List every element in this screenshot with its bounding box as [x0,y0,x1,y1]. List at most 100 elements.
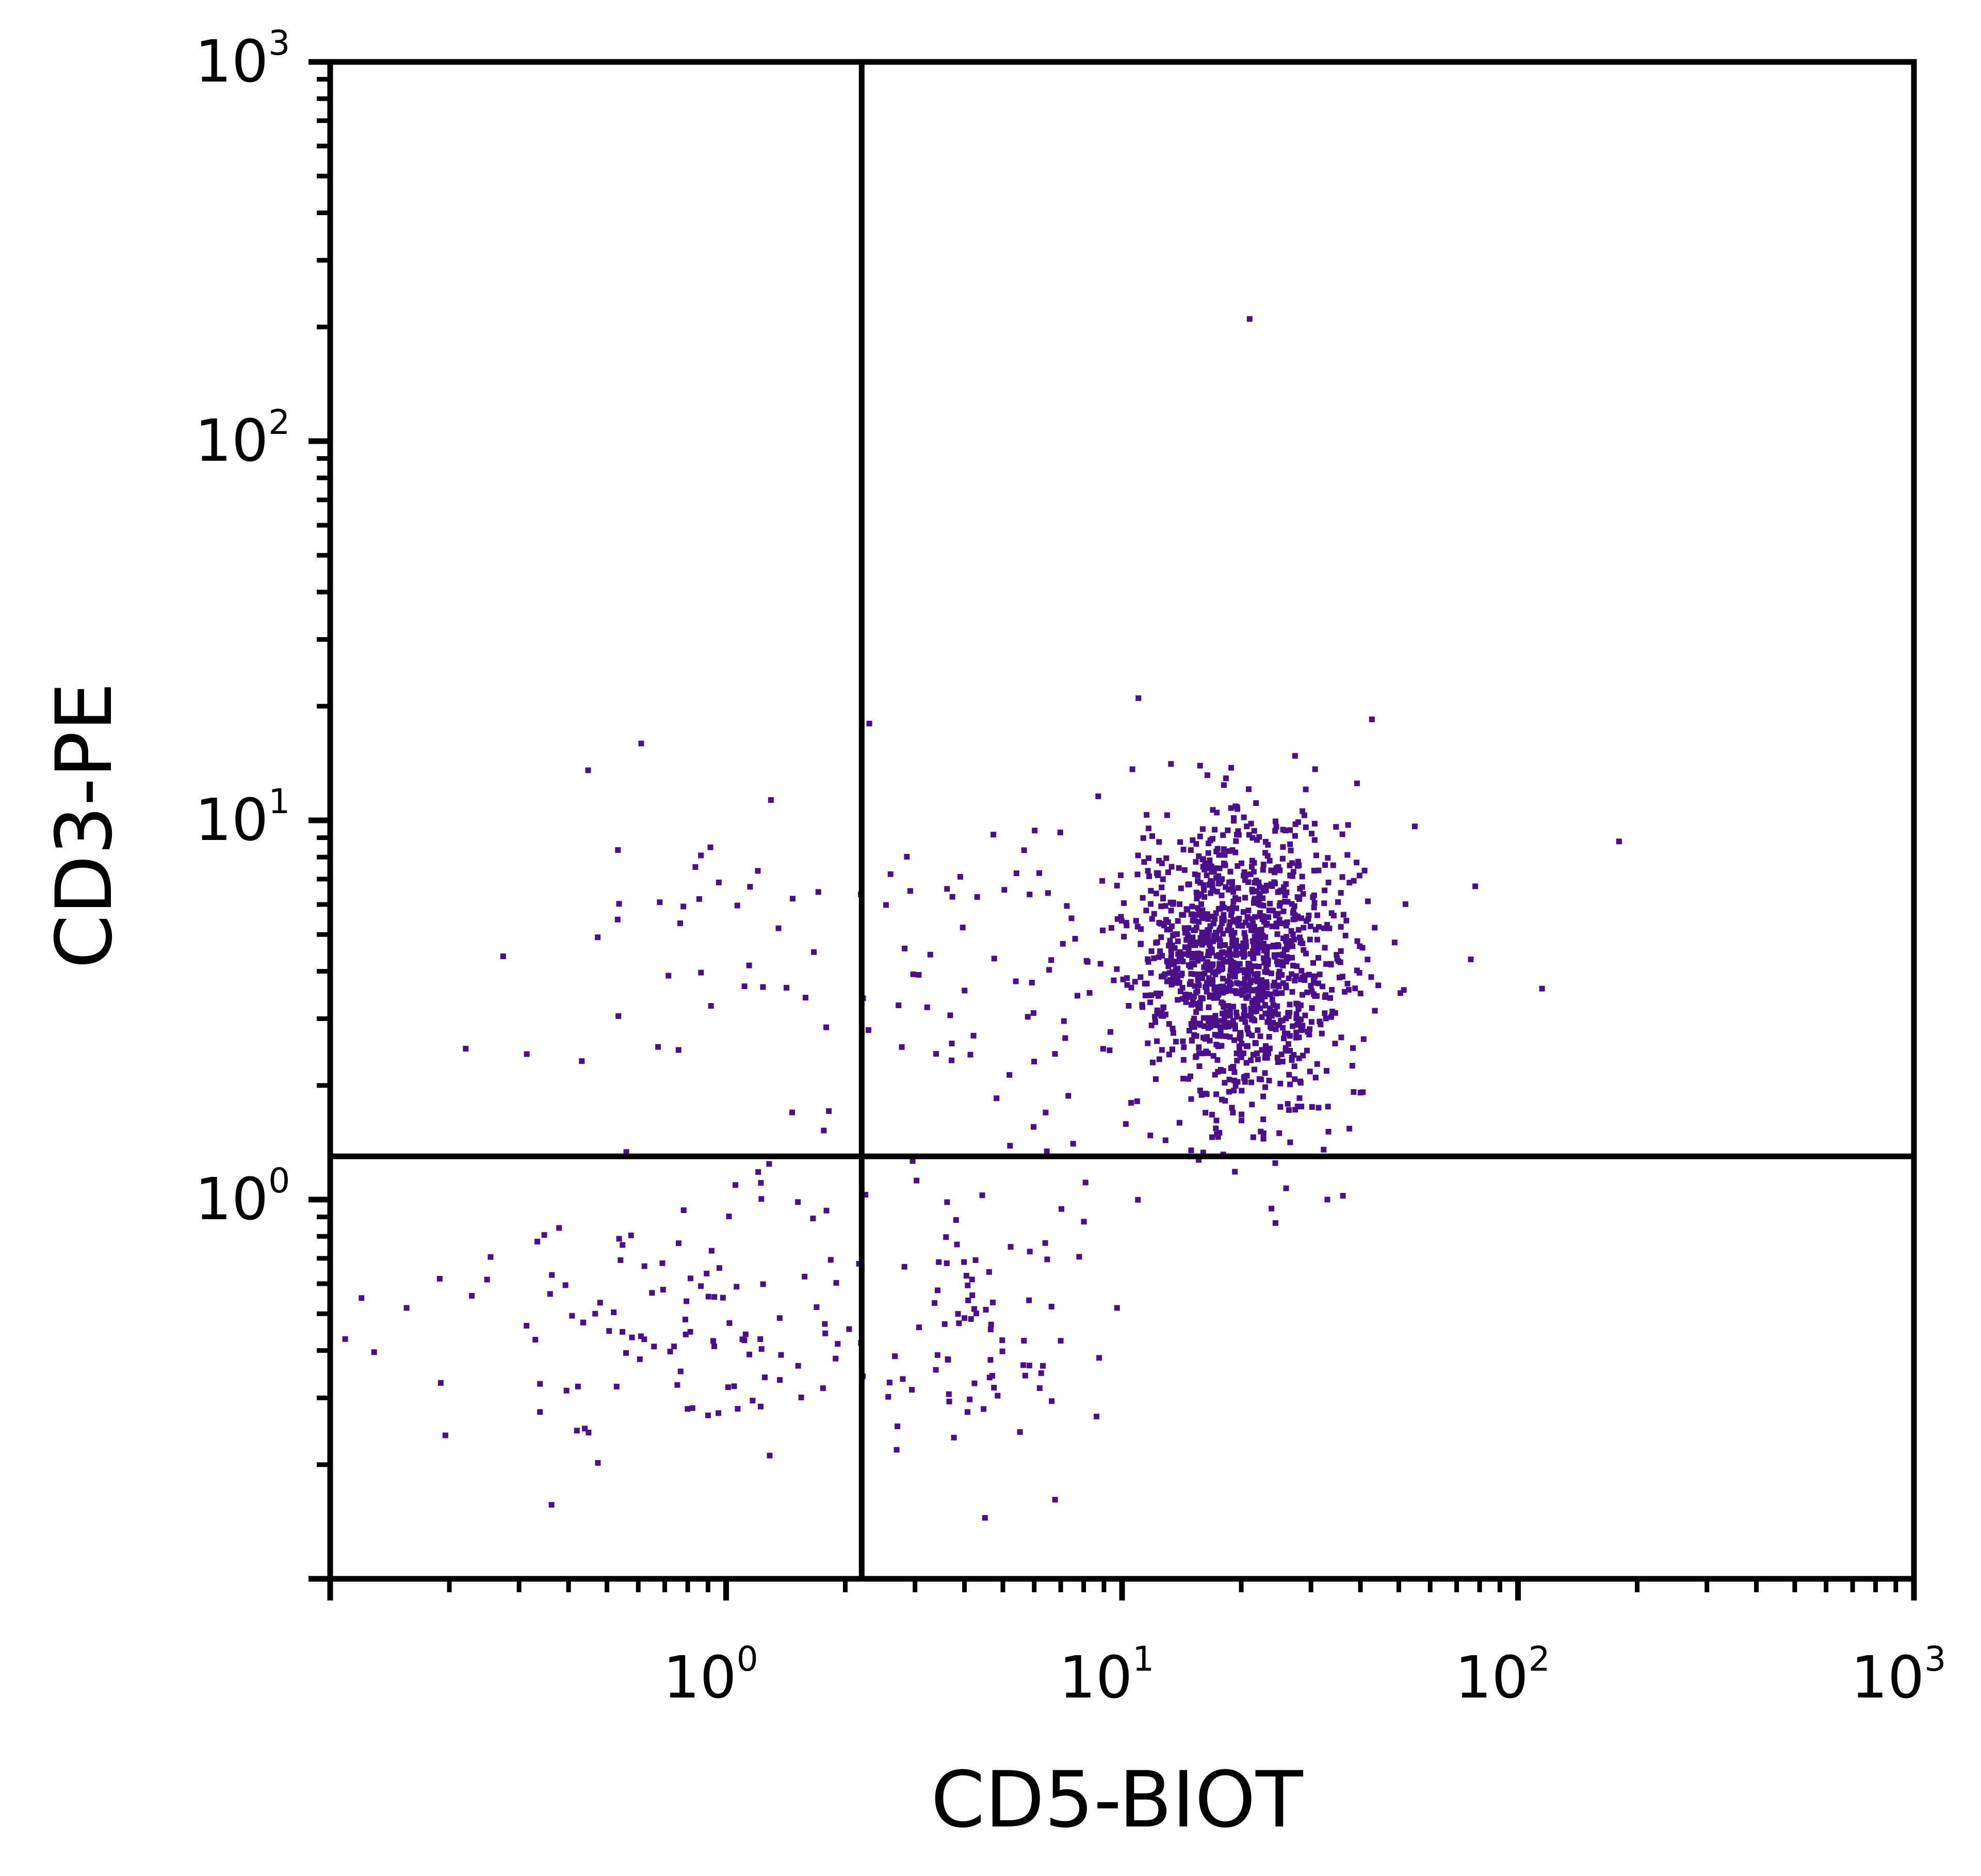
data-point [1297,1080,1304,1086]
data-point [1266,1045,1273,1052]
data-point [1254,888,1260,894]
data-point [1207,967,1213,973]
data-point [1248,1006,1254,1012]
data-point [822,1321,828,1327]
data-point [1303,786,1309,793]
data-point [991,956,997,962]
data-point [1216,961,1223,967]
data-point [1273,824,1279,830]
data-point [1299,874,1305,880]
data-point [1228,805,1234,811]
data-point [1240,1050,1246,1056]
data-point [1215,1069,1221,1075]
data-point [1221,846,1227,852]
data-point [1246,786,1252,793]
data-point [1311,837,1318,843]
data-point [1232,849,1239,855]
data-point [1156,858,1162,864]
data-point [1245,908,1252,914]
data-point [1309,831,1315,837]
data-point [934,1287,940,1293]
data-point [991,1384,997,1390]
data-point [1216,865,1223,871]
data-point [1226,1089,1232,1095]
data-point [1258,1128,1264,1135]
data-point [1276,1130,1282,1136]
data-point [1264,1019,1271,1025]
data-point [614,916,621,923]
data-point [1222,1020,1228,1026]
data-point [1222,942,1228,948]
data-point [758,1403,764,1410]
data-point [1201,911,1207,917]
data-point [1204,865,1210,871]
data-point [1207,1024,1213,1030]
data-point [1211,932,1217,939]
data-point [1164,812,1170,818]
data-point [916,972,922,978]
data-point [1182,991,1189,997]
data-point [1038,1370,1044,1376]
data-point [1283,1185,1289,1191]
data-point [1132,979,1138,985]
data-point [1068,915,1075,921]
data-point [1298,915,1305,921]
data-point [524,1322,530,1329]
data-point [1199,995,1206,1001]
data-point [1468,956,1474,962]
data-point [1171,961,1177,967]
data-point [1145,826,1151,832]
data-point [1241,981,1247,987]
data-point [734,902,740,909]
data-point [1263,882,1270,888]
data-point [1100,1046,1106,1052]
data-point [1310,977,1317,983]
data-point [1280,884,1287,890]
data-point [1169,923,1175,929]
data-point [1128,984,1134,991]
data-point [1271,979,1277,985]
data-point [1275,889,1281,895]
data-point [1158,903,1164,910]
data-point [1118,918,1125,924]
data-point [1257,933,1263,940]
data-point [1154,1007,1160,1013]
data-point [1261,914,1267,920]
data-point [1178,954,1184,960]
data-point [1177,988,1183,994]
data-point [1195,977,1201,983]
data-point [616,901,622,907]
data-point [1189,903,1195,910]
data-point [1207,1038,1213,1044]
data-point [1239,1111,1245,1118]
data-point [1280,962,1286,968]
data-point [758,1180,764,1186]
data-point [638,1333,644,1339]
data-point [1278,887,1285,894]
data-point [696,896,702,902]
data-point [1237,961,1243,967]
data-point [1193,890,1199,896]
data-point [1334,952,1340,958]
data-point [967,1052,973,1058]
data-point [1293,1029,1300,1036]
data-point [1293,1034,1299,1041]
data-point [1207,862,1213,868]
data-point [907,888,913,894]
data-point [1264,920,1270,927]
data-point [1156,1056,1162,1062]
data-point [1226,924,1232,930]
data-point [580,1319,587,1325]
data-point [1271,952,1277,958]
data-point [1307,1069,1313,1075]
data-point [1196,919,1202,925]
data-point [660,1287,666,1293]
data-point [1049,1398,1055,1404]
data-point [726,1214,732,1220]
data-point [1195,893,1201,899]
data-point [1228,963,1234,969]
data-point [1276,971,1282,977]
data-point [789,896,795,902]
data-point [1198,1092,1205,1098]
data-point [1176,1120,1182,1126]
